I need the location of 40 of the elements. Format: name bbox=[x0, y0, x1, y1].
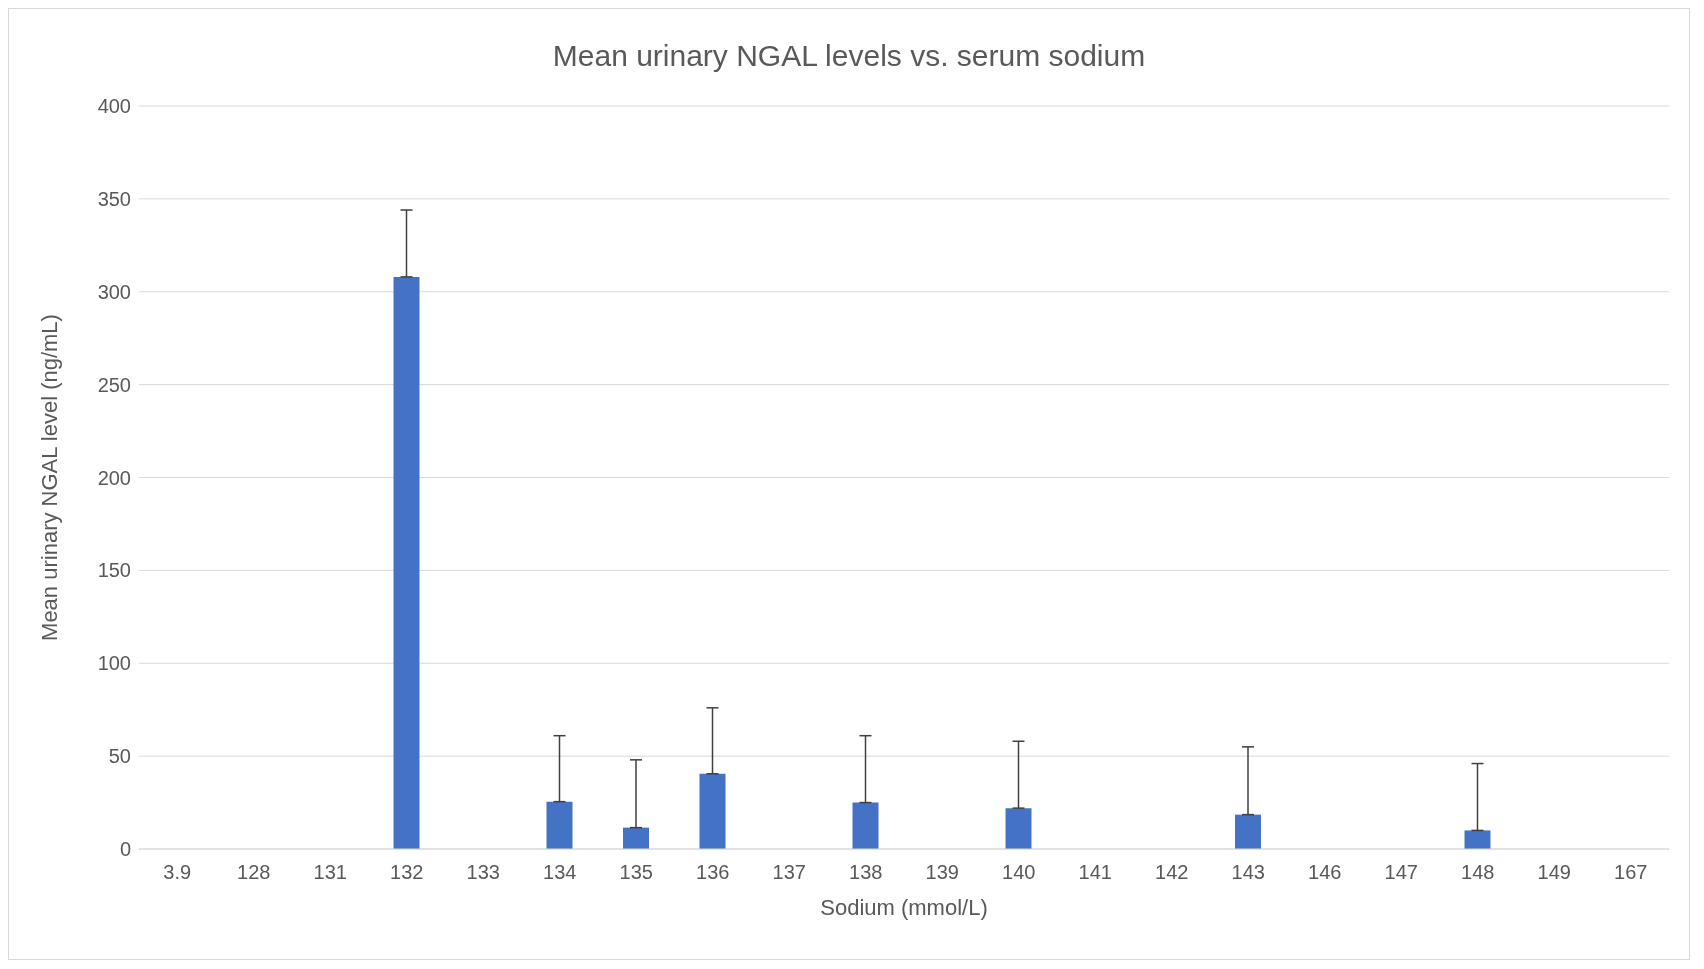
x-tick-label: 147 bbox=[1384, 861, 1418, 884]
bar bbox=[1235, 814, 1261, 849]
x-tick-label: 139 bbox=[925, 861, 959, 884]
chart-title: Mean urinary NGAL levels vs. serum sodium bbox=[551, 39, 1147, 73]
x-tick-label: 141 bbox=[1078, 861, 1112, 884]
y-axis-title: Mean urinary NGAL level (ng/mL) bbox=[36, 314, 62, 641]
y-tick-label: 350 bbox=[97, 187, 131, 210]
x-tick-label: 167 bbox=[1614, 861, 1648, 884]
x-tick-label: 134 bbox=[543, 861, 577, 884]
x-tick-label: 148 bbox=[1461, 861, 1495, 884]
bar bbox=[393, 276, 420, 849]
y-tick-label: 300 bbox=[97, 280, 131, 303]
x-tick-label: 140 bbox=[1002, 861, 1036, 884]
y-tick-label: 150 bbox=[97, 559, 131, 582]
x-tick-label: 128 bbox=[237, 861, 271, 884]
x-tick-label: 137 bbox=[772, 861, 806, 884]
x-tick-label: 132 bbox=[390, 861, 424, 884]
bar bbox=[1464, 830, 1491, 849]
y-tick-label: 250 bbox=[97, 373, 131, 396]
x-tick-label: 142 bbox=[1155, 861, 1189, 884]
y-tick-label: 100 bbox=[97, 652, 131, 675]
bar bbox=[1005, 808, 1032, 849]
bar bbox=[623, 827, 649, 849]
bar bbox=[852, 802, 879, 849]
bar bbox=[546, 801, 573, 849]
x-tick-label: 131 bbox=[313, 861, 347, 884]
y-tick-label: 200 bbox=[97, 466, 131, 489]
x-tick-label: 133 bbox=[466, 861, 500, 884]
x-tick-label: 143 bbox=[1231, 861, 1265, 884]
x-axis-title: Sodium (mmol/L) bbox=[820, 895, 988, 920]
y-tick-label: 50 bbox=[108, 745, 131, 768]
y-tick-label: 400 bbox=[97, 95, 131, 118]
bar bbox=[699, 773, 726, 849]
y-tick-label: 0 bbox=[119, 838, 131, 861]
x-tick-label: 136 bbox=[696, 861, 730, 884]
x-tick-label: 138 bbox=[849, 861, 883, 884]
x-tick-label: 146 bbox=[1308, 861, 1342, 884]
x-tick-label: 135 bbox=[619, 861, 653, 884]
x-tick-label: 149 bbox=[1537, 861, 1571, 884]
x-tick-label: 3.9 bbox=[163, 861, 192, 884]
